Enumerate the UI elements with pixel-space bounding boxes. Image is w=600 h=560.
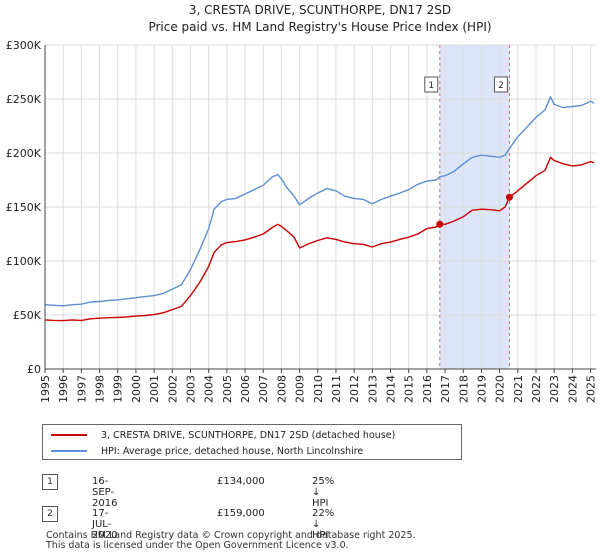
x-tick-label: 1997 (75, 375, 88, 403)
y-tick-label: £0 (27, 363, 41, 376)
legend-swatch-property (51, 434, 87, 436)
legend-label-property: 3, CRESTA DRIVE, SCUNTHORPE, DN17 2SD (d… (101, 429, 396, 441)
footer-line2: This data is licensed under the Open Gov… (46, 540, 349, 551)
x-tick-label: 2012 (348, 375, 361, 403)
transaction-hpi-diff: 25% ↓ HPI (312, 476, 335, 509)
transaction-number: 2 (42, 506, 58, 522)
y-tick-label: £300K (6, 39, 42, 52)
x-tick-label: 2002 (166, 375, 179, 403)
x-tick-label: 2000 (130, 375, 143, 403)
x-tick-label: 2024 (566, 375, 579, 403)
y-tick-label: £50K (13, 309, 42, 322)
transaction-price: £134,000 (217, 476, 265, 487)
x-tick-label: 2004 (203, 375, 216, 403)
x-tick-label: 2023 (548, 375, 561, 403)
y-tick-label: £150K (6, 201, 42, 214)
y-tick-label: £250K (6, 93, 42, 106)
sale-marker-box (424, 76, 439, 93)
chart-title-line2: Price paid vs. HM Land Registry's House … (148, 20, 491, 34)
x-tick-label: 2022 (530, 375, 543, 403)
x-tick-label: 2003 (184, 375, 197, 403)
transaction-price: £159,000 (217, 508, 265, 519)
y-tick-label: £100K (6, 255, 42, 268)
legend-swatch-hpi (51, 450, 87, 452)
x-tick-label: 1998 (94, 375, 107, 403)
footer-line1: Contains HM Land Registry data © Crown c… (46, 530, 416, 541)
x-tick-label: 2007 (257, 375, 270, 403)
x-tick-label: 2001 (148, 375, 161, 403)
x-tick-label: 2017 (439, 375, 452, 403)
x-tick-label: 2008 (275, 375, 288, 403)
transaction-date: 17-JUL-2020 (92, 508, 118, 541)
x-tick-label: 1995 (39, 375, 52, 403)
x-tick-label: 2015 (403, 375, 416, 403)
x-tick-label: 1996 (57, 375, 70, 403)
x-tick-label: 2005 (221, 375, 234, 403)
x-tick-label: 2021 (512, 375, 525, 403)
transaction-hpi-diff: 22% ↓ HPI (312, 508, 335, 541)
chart: 3, CRESTA DRIVE, SCUNTHORPE, DN17 2SD Pr… (6, 3, 598, 403)
legend-item-property: 3, CRESTA DRIVE, SCUNTHORPE, DN17 2SD (d… (51, 427, 395, 443)
x-tick-label: 2016 (421, 375, 434, 403)
sale-point (505, 193, 513, 201)
x-tick-label: 2020 (494, 375, 507, 403)
x-tick-label: 2018 (457, 375, 470, 403)
chart-title-line1: 3, CRESTA DRIVE, SCUNTHORPE, DN17 2SD (189, 3, 451, 17)
legend: 3, CRESTA DRIVE, SCUNTHORPE, DN17 2SD (d… (42, 424, 462, 460)
y-tick-label: £200K (6, 147, 42, 160)
x-tick-label: 2019 (475, 375, 488, 403)
sale-marker-label: 1 (428, 81, 434, 91)
transaction-date: 16-SEP-2016 (92, 476, 118, 509)
x-tick-label: 2014 (385, 375, 398, 403)
x-tick-label: 2011 (330, 375, 343, 403)
x-tick-label: 1999 (112, 375, 125, 403)
sale-marker-label: 2 (498, 81, 504, 91)
sale-marker-box (493, 76, 508, 93)
x-tick-label: 2006 (239, 375, 252, 403)
x-tick-label: 2010 (312, 375, 325, 403)
x-tick-label: 2009 (294, 375, 307, 403)
transaction-number: 1 (42, 474, 58, 490)
x-tick-label: 2013 (366, 375, 379, 403)
x-tick-label: 2025 (585, 375, 598, 403)
legend-label-hpi: HPI: Average price, detached house, Nort… (101, 445, 364, 457)
series-line (44, 96, 595, 307)
sale-point (436, 220, 444, 228)
legend-item-hpi: HPI: Average price, detached house, Nort… (51, 443, 363, 459)
footer: Contains HM Land Registry data © Crown c… (46, 531, 416, 551)
